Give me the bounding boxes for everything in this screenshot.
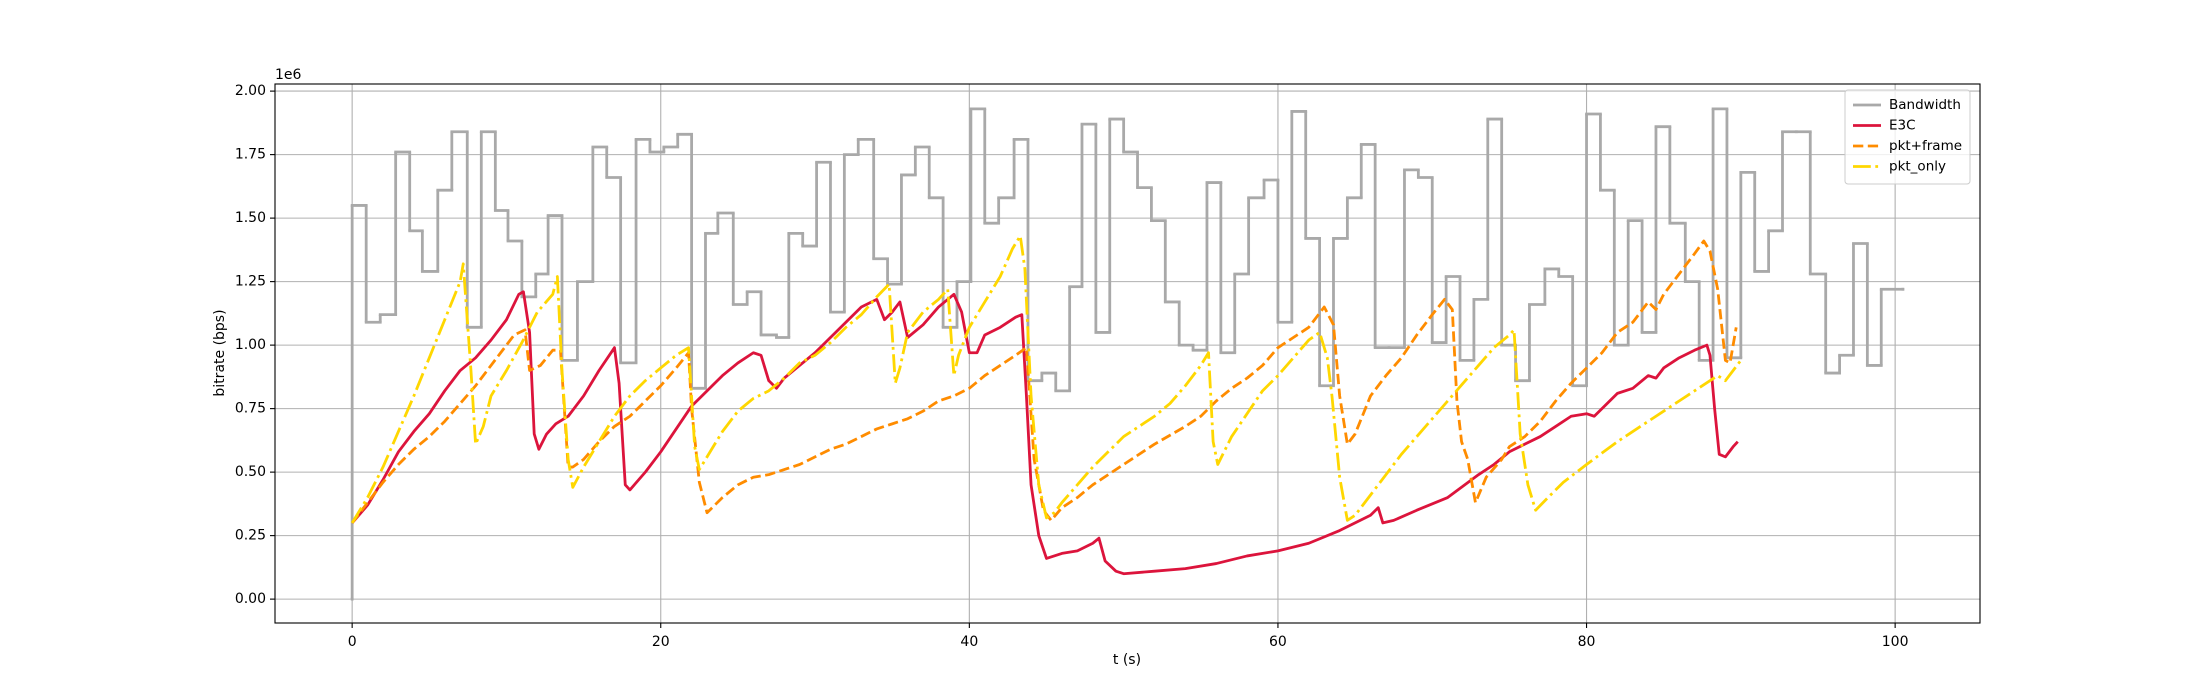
y-tick-label: 1.50 xyxy=(235,210,266,226)
x-tick-label: 100 xyxy=(1882,634,1909,650)
y-tick-label: 1.75 xyxy=(235,147,266,163)
series-line xyxy=(350,234,1742,524)
series-0 xyxy=(350,107,1905,601)
y-offset-label: 1e6 xyxy=(275,67,302,83)
y-axis-label: bitrate (bps) xyxy=(212,309,228,396)
x-tick-label: 0 xyxy=(348,634,357,650)
x-tick-label: 60 xyxy=(1269,634,1287,650)
x-tick-label: 40 xyxy=(960,634,978,650)
y-tick-label: 0.25 xyxy=(235,528,266,544)
legend-label: pkt+frame xyxy=(1889,138,1962,154)
y-tick-label: 0.50 xyxy=(235,464,266,480)
plot-area xyxy=(350,107,1905,601)
y-tick-label: 0.75 xyxy=(235,401,266,417)
y-tick-label: 1.25 xyxy=(235,274,266,290)
y-tick-label: 2.00 xyxy=(235,83,266,99)
legend-box xyxy=(1844,89,1971,185)
x-tick-label: 80 xyxy=(1578,634,1596,650)
legend-label: pkt_only xyxy=(1889,159,1946,175)
legend-label: E3C xyxy=(1889,118,1916,134)
series-line xyxy=(351,290,1739,576)
legend-label: Bandwidth xyxy=(1889,97,1961,113)
legend: Bandwidth E3C pkt+frame pkt_only xyxy=(1844,89,1971,185)
x-axis-label: t (s) xyxy=(1113,652,1141,668)
y-tick-label: 1.00 xyxy=(235,337,266,353)
x-tick-label: 20 xyxy=(652,634,670,650)
y-tick-label: 0.00 xyxy=(235,591,266,607)
axes-frame xyxy=(274,83,1981,624)
